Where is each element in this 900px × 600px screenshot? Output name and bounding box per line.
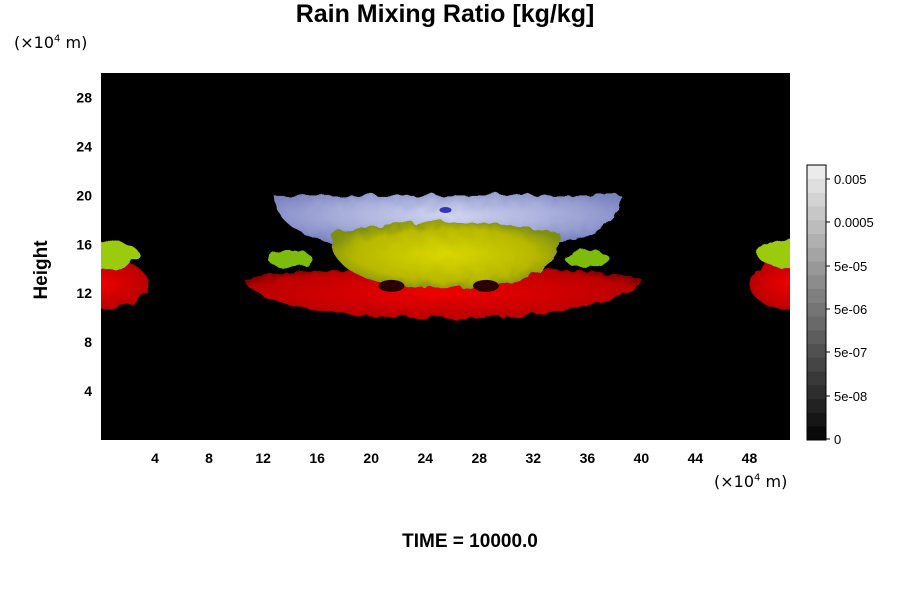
left-edge-cell-red [101, 258, 149, 310]
dark-cavity [378, 279, 405, 292]
colorbar-label: 5e-05 [834, 259, 867, 274]
x-tick-label: 36 [580, 450, 596, 466]
colorbar-label: 5e-06 [834, 302, 867, 317]
y-tick-label: 24 [76, 138, 92, 154]
colorbar-level [807, 330, 826, 345]
right-edge-cell-green [757, 240, 790, 269]
x-tick-label: 44 [688, 450, 704, 466]
x-tick-label: 8 [205, 450, 213, 466]
y-tick-label: 12 [76, 285, 92, 301]
colorbar-label: 5e-07 [834, 345, 867, 360]
colorbar-level [807, 357, 826, 372]
x-tick-label: 48 [742, 450, 758, 466]
x-tick-label: 4 [151, 450, 159, 466]
colorbar-level [807, 316, 826, 331]
x-tick-label: 20 [363, 450, 379, 466]
colorbar-level [807, 220, 826, 235]
x-unit-suffix: m) [760, 472, 788, 491]
chart-title: Rain Mixing Ratio [kg/kg] [295, 0, 595, 28]
right-edge-cell-red [749, 258, 790, 310]
colorbar-level [807, 165, 826, 180]
x-tick-label: 16 [309, 450, 325, 466]
colorbar-level [807, 398, 826, 413]
lower-band-region [242, 267, 642, 318]
y-unit-suffix: m) [60, 33, 88, 52]
colorbar-level [807, 233, 826, 248]
y-tick-label: 28 [76, 89, 92, 105]
colorbar: 0.005 0.0005 5e-05 5e-06 5e-07 5e-08 0 [806, 164, 874, 447]
y-tick-label: 8 [84, 334, 92, 350]
colorbar-label: 5e-08 [834, 389, 867, 404]
x-tick-label: 32 [526, 450, 542, 466]
y-tick-label: 4 [84, 383, 92, 399]
colorbar-label: 0.0005 [834, 215, 874, 230]
x-tick-label: 12 [255, 450, 271, 466]
colorbar-label: 0 [834, 432, 841, 447]
left-edge-cell-green [101, 240, 139, 269]
time-footer: TIME = 10000.0 [402, 531, 538, 552]
x-tick-label: 24 [417, 450, 433, 466]
y-tick-label: 16 [76, 236, 92, 252]
colorbar-level [807, 178, 826, 193]
colorbar-level [807, 385, 826, 400]
colorbar-level [807, 288, 826, 303]
green-fringe [268, 249, 313, 268]
x-tick-label: 28 [471, 450, 487, 466]
colorbar-level [807, 371, 826, 386]
colorbar-level [807, 275, 826, 290]
colorbar-level [807, 192, 826, 207]
green-fringe [565, 249, 610, 268]
y-unit-exponent: 4 [54, 33, 61, 45]
x-unit-exponent: 4 [754, 472, 761, 484]
colorbar-label: 0.005 [834, 172, 867, 187]
colorbar-frame [806, 164, 827, 441]
colorbar-level [807, 261, 826, 276]
anvil-core-spot [439, 207, 452, 214]
colorbar-level [807, 302, 826, 317]
x-tick-label: 40 [634, 450, 650, 466]
dark-cavity [473, 279, 500, 292]
y-unit-prefix: (×10 [14, 33, 55, 52]
y-ticks: 4 8 12 16 20 24 28 [76, 89, 92, 399]
colorbar-level [807, 206, 826, 221]
x-axis-unit: (×104 m) [714, 472, 787, 491]
colorbar-level [807, 412, 826, 427]
core-region [330, 221, 561, 288]
x-unit-prefix: (×10 [714, 472, 755, 491]
y-tick-label: 20 [76, 187, 92, 203]
x-ticks: 4 8 12 16 20 24 28 32 36 40 44 48 [151, 450, 757, 466]
colorbar-level [807, 426, 826, 441]
field-layer [101, 195, 790, 318]
y-axis-unit: (×104 m) [14, 33, 87, 52]
colorbar-level [807, 343, 826, 358]
colorbar-level [807, 247, 826, 262]
